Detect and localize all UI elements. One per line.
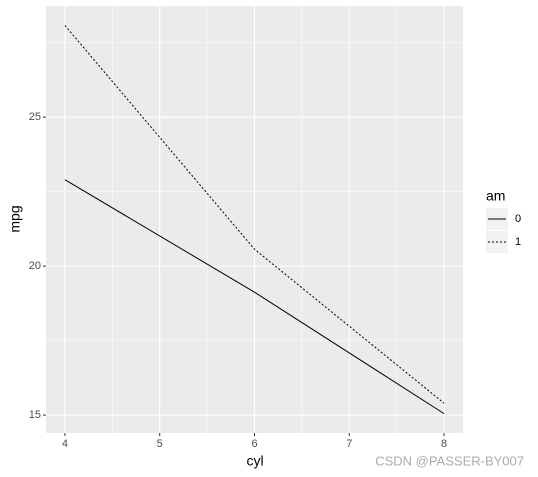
plot-area: [46, 6, 463, 433]
y-tick-label: 15: [29, 409, 41, 421]
legend-label: 1: [515, 236, 521, 248]
series-line: [64, 25, 445, 404]
x-axis-title: cyl: [246, 453, 263, 469]
legend-label: 0: [515, 213, 521, 225]
y-axis-title: mpg: [7, 205, 23, 232]
x-tick-label: 4: [62, 438, 68, 450]
x-tick-label: 8: [441, 438, 447, 450]
x-tick-label: 6: [251, 438, 257, 450]
series-line: [64, 179, 445, 415]
x-tick-label: 5: [157, 438, 163, 450]
legend-title: am: [486, 188, 505, 204]
watermark: CSDN @PASSER-BY007: [375, 453, 524, 468]
x-tick-label: 7: [346, 438, 352, 450]
y-tick-label: 20: [29, 260, 41, 272]
y-tick-label: 25: [29, 111, 41, 123]
